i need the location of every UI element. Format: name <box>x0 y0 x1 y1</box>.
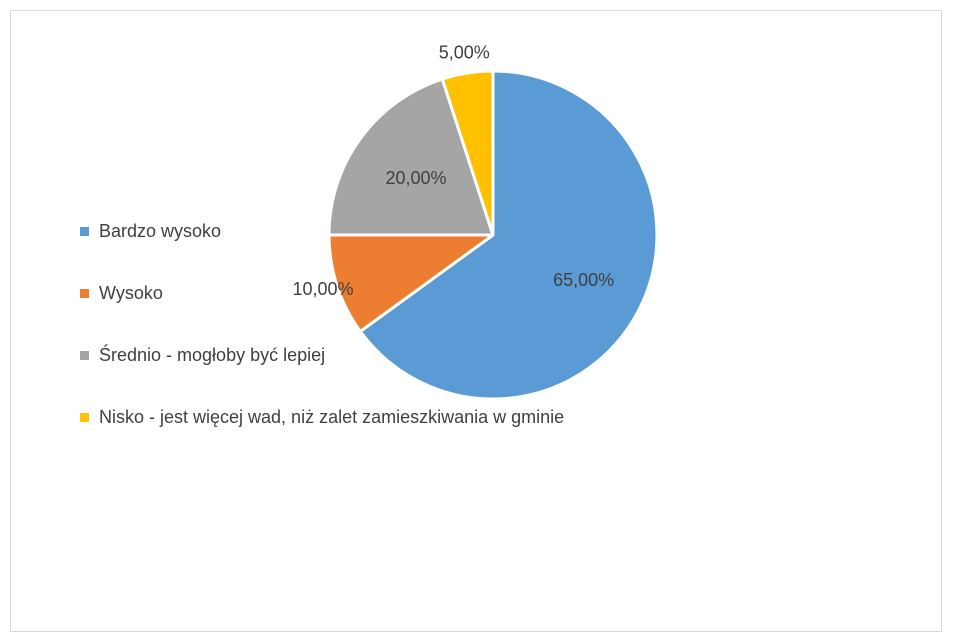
legend-swatch <box>80 351 89 360</box>
pie-slice-3 <box>327 77 495 237</box>
data-label-3: 20,00% <box>386 168 447 188</box>
legend-label: Średnio - mogłoby być lepiej <box>99 345 326 365</box>
pie-slice-4 <box>440 69 495 237</box>
legend-item-srednio: Średnio - mogłoby być lepiej <box>80 342 600 368</box>
legend-item-wysoko: Wysoko <box>80 280 600 306</box>
data-label-2: 10,00% <box>292 279 353 299</box>
legend: Bardzo wysoko Wysoko Średnio - mogłoby b… <box>80 218 600 430</box>
legend-item-nisko: Nisko - jest więcej wad, niż zalet zamie… <box>80 404 600 430</box>
legend-swatch <box>80 413 89 422</box>
pie-slice-2 <box>327 233 495 333</box>
legend-swatch <box>80 227 89 236</box>
legend-swatch <box>80 289 89 298</box>
legend-label: Bardzo wysoko <box>99 221 222 241</box>
legend-item-bardzo-wysoko: Bardzo wysoko <box>80 218 600 244</box>
legend-label: Nisko - jest więcej wad, niż zalet zamie… <box>99 407 565 427</box>
data-label-4: 5,00% <box>439 42 490 62</box>
legend-label: Wysoko <box>99 283 163 303</box>
data-label-1: 65,00% <box>553 270 614 290</box>
pie-slice-1 <box>358 69 659 401</box>
